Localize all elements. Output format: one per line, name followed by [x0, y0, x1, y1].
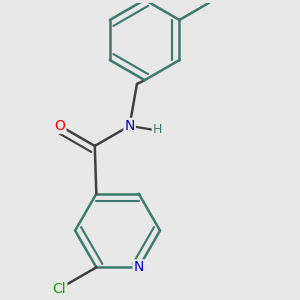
Text: H: H — [153, 123, 162, 136]
Text: Cl: Cl — [53, 282, 66, 296]
Text: N: N — [124, 119, 135, 133]
Text: O: O — [55, 119, 65, 133]
Text: N: N — [134, 260, 144, 274]
